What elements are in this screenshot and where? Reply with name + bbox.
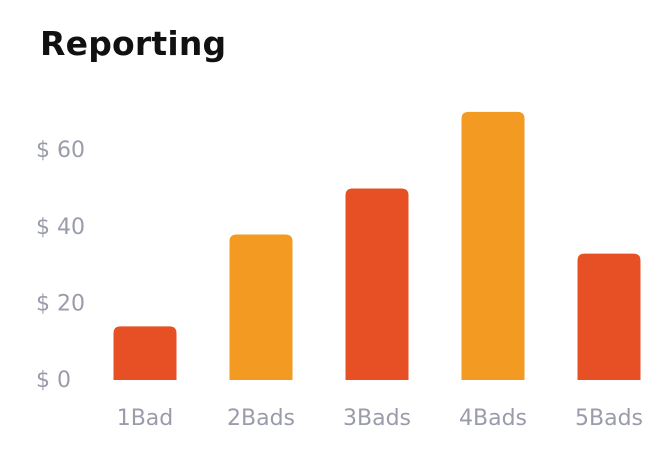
x-axis: 1Bad 2Bads 3Bads 4Bads 5Bads bbox=[117, 406, 643, 431]
x-tick-label: 3Bads bbox=[343, 406, 411, 431]
x-tick-label: 4Bads bbox=[459, 406, 527, 431]
y-tick-label: $ 60 bbox=[36, 138, 85, 163]
x-tick-label: 1Bad bbox=[117, 406, 174, 431]
y-tick-label: $ 0 bbox=[36, 368, 71, 393]
x-tick-label: 5Bads bbox=[575, 406, 643, 431]
y-axis: $ 0 $ 20 $ 40 $ 60 bbox=[36, 138, 85, 393]
bar-3Bads bbox=[345, 188, 409, 380]
y-tick-label: $ 20 bbox=[36, 291, 85, 316]
x-tick-label: 2Bads bbox=[227, 406, 295, 431]
chart-title: Reporting bbox=[40, 24, 227, 63]
bar-4Bads bbox=[461, 111, 525, 381]
bar-2Bads bbox=[229, 234, 293, 380]
bars-group bbox=[113, 111, 641, 381]
y-tick-label: $ 40 bbox=[36, 215, 85, 240]
bar-5Bads bbox=[577, 253, 641, 380]
bar-1Bad bbox=[113, 326, 177, 380]
